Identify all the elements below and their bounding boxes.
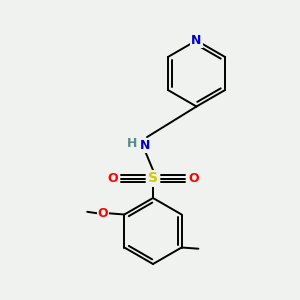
Text: O: O: [188, 172, 199, 185]
Text: S: S: [148, 172, 158, 185]
Text: N: N: [191, 34, 202, 47]
Text: O: O: [98, 207, 108, 220]
Text: N: N: [140, 139, 151, 152]
Text: H: H: [127, 136, 137, 150]
Text: O: O: [107, 172, 118, 185]
